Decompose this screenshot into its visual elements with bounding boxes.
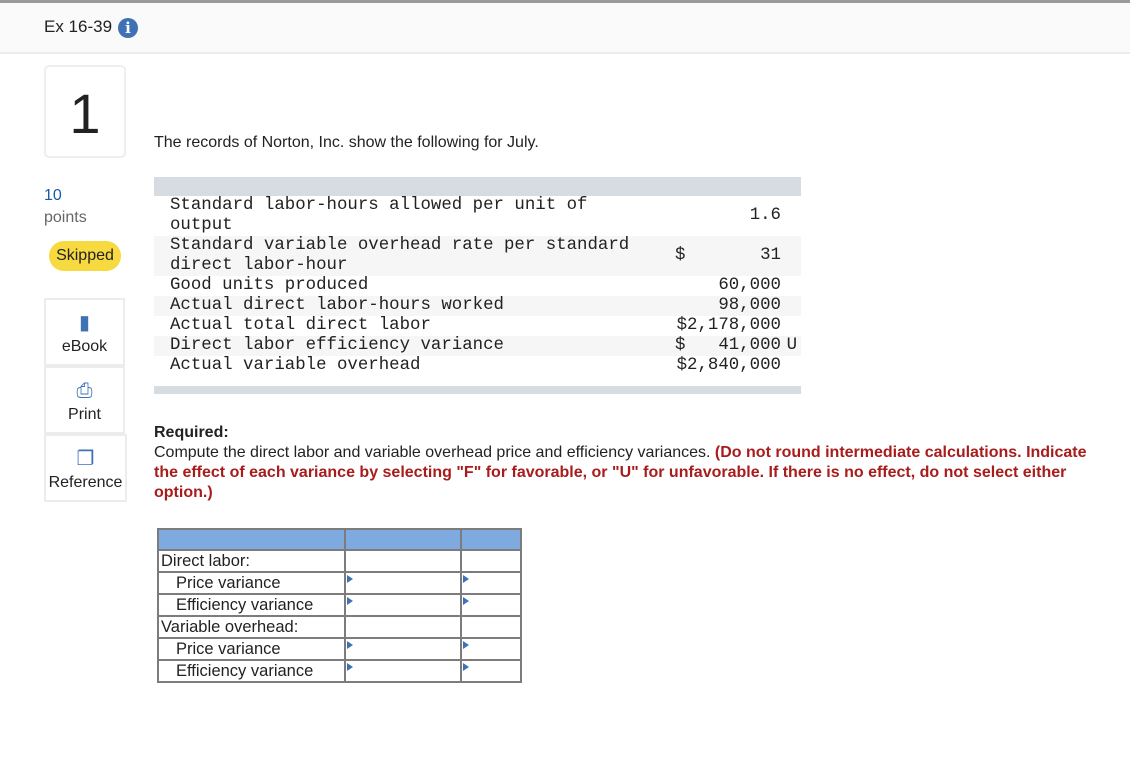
row-value: 41,000 bbox=[718, 336, 781, 355]
row-label: Actual total direct labor bbox=[170, 316, 431, 335]
effect-select[interactable] bbox=[460, 571, 522, 595]
dropdown-marker-icon bbox=[463, 641, 469, 649]
reference-label: Reference bbox=[48, 474, 123, 491]
answer-header-row bbox=[157, 528, 522, 551]
ebook-label: eBook bbox=[61, 338, 108, 355]
row-value: 98,000 bbox=[718, 296, 781, 315]
table-top-bar bbox=[154, 177, 801, 196]
answer-label: Price variance bbox=[157, 637, 346, 661]
points-label: points bbox=[44, 209, 87, 226]
row-label: Actual variable overhead bbox=[170, 356, 421, 375]
dropdown-marker-icon bbox=[347, 597, 353, 605]
data-row: Direct labor efficiency variance $41,000 U bbox=[154, 336, 801, 356]
answer-row: Price variance bbox=[157, 571, 522, 595]
ebook-button[interactable]: ▮ eBook bbox=[44, 298, 125, 366]
amount-input[interactable] bbox=[344, 637, 462, 661]
row-value: $2,178,000 bbox=[676, 316, 781, 335]
effect-select bbox=[460, 615, 522, 639]
answer-label: Price variance bbox=[157, 571, 346, 595]
data-row: Standard variable overhead rate per stan… bbox=[154, 236, 801, 276]
book-icon: ▮ bbox=[78, 312, 90, 334]
dropdown-marker-icon bbox=[347, 641, 353, 649]
exercise-title: Ex 16-39 bbox=[44, 17, 113, 36]
amount-input bbox=[344, 615, 462, 639]
dropdown-marker-icon bbox=[463, 597, 469, 605]
header-cell bbox=[157, 528, 346, 551]
header-bar: Ex 16-39 i bbox=[0, 3, 1130, 54]
row-label: Standard variable overhead rate per stan… bbox=[170, 236, 630, 275]
info-icon[interactable]: i bbox=[118, 18, 138, 38]
answer-label: Direct labor: bbox=[157, 549, 346, 573]
row-value: 1.6 bbox=[749, 206, 781, 225]
row-label: Good units produced bbox=[170, 276, 369, 295]
effect-select[interactable] bbox=[460, 659, 522, 683]
amount-input[interactable] bbox=[344, 659, 462, 683]
dropdown-marker-icon bbox=[347, 575, 353, 583]
data-row: Good units produced 60,000 bbox=[154, 276, 801, 296]
effect-select bbox=[460, 549, 522, 573]
row-label: Standard labor-hours allowed per unit of… bbox=[170, 196, 588, 235]
answer-row: Direct labor: bbox=[157, 549, 522, 573]
answer-label: Efficiency variance bbox=[157, 659, 346, 683]
intro-text: The records of Norton, Inc. show the fol… bbox=[154, 134, 539, 151]
answer-table: Direct labor: Price variance Efficiency va… bbox=[157, 528, 522, 683]
row-label: Actual direct labor-hours worked bbox=[170, 296, 504, 315]
print-button[interactable]: ⎙ Print bbox=[44, 366, 125, 434]
dropdown-marker-icon bbox=[463, 663, 469, 671]
required-instruction: (Do not round intermediate calculations.… bbox=[154, 444, 1087, 501]
row-value: 60,000 bbox=[718, 276, 781, 295]
answer-row: Price variance bbox=[157, 637, 522, 661]
answer-row: Efficiency variance bbox=[157, 659, 522, 683]
reference-button[interactable]: ❐ Reference bbox=[44, 434, 127, 502]
effect-select[interactable] bbox=[460, 637, 522, 661]
row-label: Direct labor efficiency variance bbox=[170, 336, 504, 355]
answer-row: Efficiency variance bbox=[157, 593, 522, 617]
top-border bbox=[0, 0, 1130, 3]
required-section: Required: Compute the direct labor and v… bbox=[154, 423, 1104, 503]
row-flag: U bbox=[786, 336, 797, 355]
print-label: Print bbox=[68, 406, 101, 423]
status-badge: Skipped bbox=[49, 241, 121, 271]
amount-input[interactable] bbox=[344, 593, 462, 617]
effect-select[interactable] bbox=[460, 593, 522, 617]
printer-icon: ⎙ bbox=[76, 380, 93, 402]
header-cell bbox=[344, 528, 462, 551]
header-cell bbox=[460, 528, 522, 551]
points-value: 10 bbox=[44, 187, 62, 204]
required-heading: Required: bbox=[154, 424, 229, 441]
row-value: $2,840,000 bbox=[676, 356, 781, 375]
row-value: 31 bbox=[760, 246, 781, 265]
table-bottom-bar bbox=[154, 386, 801, 394]
data-row: Actual total direct labor $2,178,000 bbox=[154, 316, 801, 336]
answer-row: Variable overhead: bbox=[157, 615, 522, 639]
dropdown-marker-icon bbox=[463, 575, 469, 583]
data-row: Standard labor-hours allowed per unit of… bbox=[154, 196, 801, 236]
data-row: Actual variable overhead $2,840,000 bbox=[154, 356, 801, 376]
question-number[interactable]: 1 bbox=[44, 65, 126, 158]
answer-label: Efficiency variance bbox=[157, 593, 346, 617]
data-table: Standard labor-hours allowed per unit of… bbox=[154, 177, 801, 394]
amount-input bbox=[344, 549, 462, 573]
row-dollar: $ bbox=[675, 246, 686, 265]
answer-label: Variable overhead: bbox=[157, 615, 346, 639]
amount-input[interactable] bbox=[344, 571, 462, 595]
copy-icon: ❐ bbox=[76, 448, 95, 470]
row-dollar: $ bbox=[675, 336, 686, 355]
data-row: Actual direct labor-hours worked 98,000 bbox=[154, 296, 801, 316]
dropdown-marker-icon bbox=[347, 663, 353, 671]
required-text: Compute the direct labor and variable ov… bbox=[154, 444, 715, 461]
